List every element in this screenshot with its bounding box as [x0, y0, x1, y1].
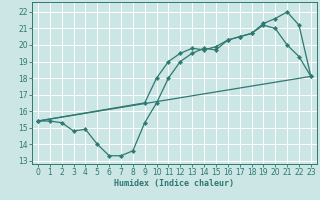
X-axis label: Humidex (Indice chaleur): Humidex (Indice chaleur) [115, 179, 234, 188]
